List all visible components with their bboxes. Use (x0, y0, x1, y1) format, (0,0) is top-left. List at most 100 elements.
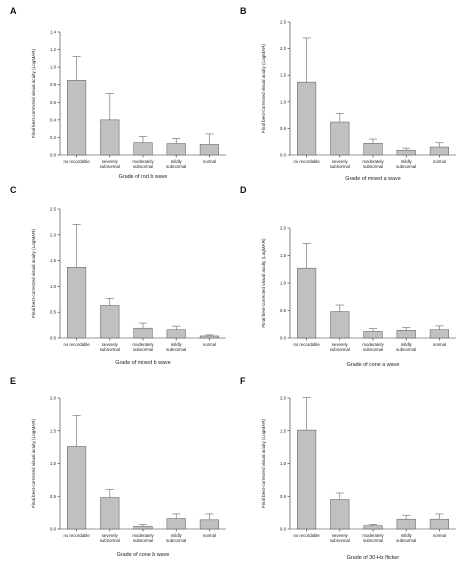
panel-letter-b: B (240, 6, 247, 16)
x-axis-title-e: Grade of cone b wave (117, 552, 170, 558)
category-label-a-1: no recordable (63, 159, 90, 164)
y-tick-label-c: 1.5 (50, 258, 57, 263)
panel-letter-d: D (240, 185, 247, 195)
category-label-f-5: normal (433, 533, 446, 538)
y-tick-label-c: 0.0 (50, 336, 57, 341)
category-label-c-1: no recordable (63, 342, 90, 347)
y-tick-label-b: 2.5 (280, 20, 287, 25)
y-tick-label-a: 0.8 (50, 82, 57, 87)
bar-d-3 (363, 331, 383, 339)
y-tick-label-a: 1.4 (50, 30, 57, 35)
bar-e-5 (199, 519, 219, 530)
y-axis-title-c: Final best-corrected visual acuity (LogM… (31, 228, 36, 318)
category-label-f-1: no recordable (293, 533, 320, 538)
bar-a-2 (100, 119, 120, 156)
bar-f-3 (363, 525, 383, 530)
category-label-d-5: normal (433, 342, 446, 347)
category-label-d-4: mildly subnormal (396, 342, 416, 352)
bar-f-2 (330, 499, 350, 530)
y-tick-label-c: 1.0 (50, 284, 57, 289)
y-axis-title-a: Final best-corrected visual acuity (LogM… (31, 48, 36, 138)
y-tick-label-c: 2.0 (50, 232, 57, 237)
category-label-c-2: severely subnormal (100, 342, 120, 352)
bar-c-3 (133, 327, 153, 339)
category-label-b-5: normal (433, 159, 446, 164)
y-tick-label-a: 0.6 (50, 100, 57, 105)
y-tick-label-b: 1.5 (280, 73, 287, 78)
category-label-a-4: mildly subnormal (166, 159, 186, 169)
x-axis-title-a: Grade of rod b wave (119, 174, 168, 180)
y-tick-label-f: 1.5 (280, 428, 287, 433)
category-label-d-1: no recordable (293, 342, 320, 347)
bar-c-2 (100, 305, 120, 339)
y-tick-label-d: 1.0 (280, 281, 287, 286)
bar-e-2 (100, 497, 120, 530)
category-label-e-4: mildly subnormal (166, 533, 186, 543)
y-tick-label-c: 2.5 (50, 207, 57, 212)
bar-f-1 (297, 429, 317, 530)
bar-b-4 (396, 149, 416, 156)
y-tick-label-d: 0.5 (280, 308, 287, 313)
x-axis-title-f: Grade of 30-Hz flicker (347, 555, 400, 561)
bar-d-4 (396, 330, 416, 339)
panel-a: A 0.0 0.2 0.4 0.6 0.8 1.0 1.2 1.4 no recordable se… (10, 6, 226, 180)
category-label-e-5: normal (203, 533, 216, 538)
y-tick-label-a: 1.2 (50, 47, 57, 52)
category-label-c-5: normal (203, 342, 216, 347)
panel-d: D 0.0 0.5 1.0 1.5 2.0 no recordable severely sub… (240, 185, 456, 368)
bar-a-1 (67, 80, 87, 156)
bar-d-1 (297, 267, 317, 339)
x-axis-title-d: Grade of cone a wave (347, 362, 400, 368)
y-axis-title-b: Final best-corrected visual acuity (LogM… (261, 43, 266, 133)
bar-d-5 (429, 329, 449, 339)
bar-b-1 (297, 81, 317, 156)
bar-b-2 (330, 121, 350, 156)
x-axis-title-c: Grade of mixed b wave (115, 360, 170, 366)
y-tick-label-d: 2.0 (280, 226, 287, 231)
y-tick-label-e: 1.5 (50, 428, 57, 433)
bar-b-5 (429, 146, 449, 156)
y-tick-label-e: 0.5 (50, 494, 57, 499)
category-label-b-1: no recordable (293, 159, 320, 164)
category-label-b-2: severely subnormal (330, 159, 350, 169)
category-label-a-3: moderately subnormal (132, 159, 154, 169)
category-label-b-4: mildly subnormal (396, 159, 416, 169)
category-label-a-5: normal (203, 159, 216, 164)
bar-a-5 (199, 144, 219, 156)
y-tick-label-e: 2.0 (50, 396, 57, 401)
y-tick-label-d: 1.5 (280, 253, 287, 258)
y-tick-label-b: 1.0 (280, 99, 287, 104)
category-label-d-2: severely subnormal (330, 342, 350, 352)
y-tick-label-f: 2.0 (280, 396, 287, 401)
panel-e: E 0.0 0.5 1.0 1.5 2.0 no recordable severely sub… (10, 376, 226, 558)
category-label-f-3: moderately subnormal (362, 533, 384, 543)
bar-d-2 (330, 311, 350, 339)
y-tick-label-b: 0.0 (280, 153, 287, 158)
y-axis-title-d: Final best-corrected visual acuity (LogM… (261, 238, 266, 328)
panel-b: B 0.0 0.5 1.0 1.5 2.0 2.5 no recordable severely… (240, 6, 456, 182)
bar-e-3 (133, 526, 153, 530)
y-tick-label-f: 1.0 (280, 461, 287, 466)
category-label-e-3: moderately subnormal (132, 533, 154, 543)
bar-a-4 (166, 143, 186, 156)
bar-e-4 (166, 518, 186, 530)
category-label-d-3: moderately subnormal (362, 342, 384, 352)
category-label-a-2: severely subnormal (100, 159, 120, 169)
bar-e-1 (67, 446, 87, 530)
bar-c-1 (67, 267, 87, 339)
y-axis-title-e: Final best-corrected visual acuity (LogM… (31, 418, 36, 508)
panel-f: F 0.0 0.5 1.0 1.5 2.0 no recordable severely sub… (240, 376, 456, 561)
y-tick-label-e: 0.0 (50, 527, 57, 532)
y-tick-label-a: 1.0 (50, 65, 57, 70)
bar-c-4 (166, 329, 186, 339)
y-tick-label-d: 0.0 (280, 336, 287, 341)
y-tick-label-b: 0.5 (280, 126, 287, 131)
bar-f-5 (429, 518, 449, 530)
y-tick-label-a: 0.4 (50, 117, 57, 122)
y-tick-label-f: 0.5 (280, 494, 287, 499)
y-axis-title-f: Final best-corrected visual acuity (LogM… (261, 418, 266, 508)
panel-letter-e: E (10, 376, 16, 386)
category-label-c-3: moderately subnormal (132, 342, 154, 352)
panel-letter-a: A (10, 6, 17, 16)
